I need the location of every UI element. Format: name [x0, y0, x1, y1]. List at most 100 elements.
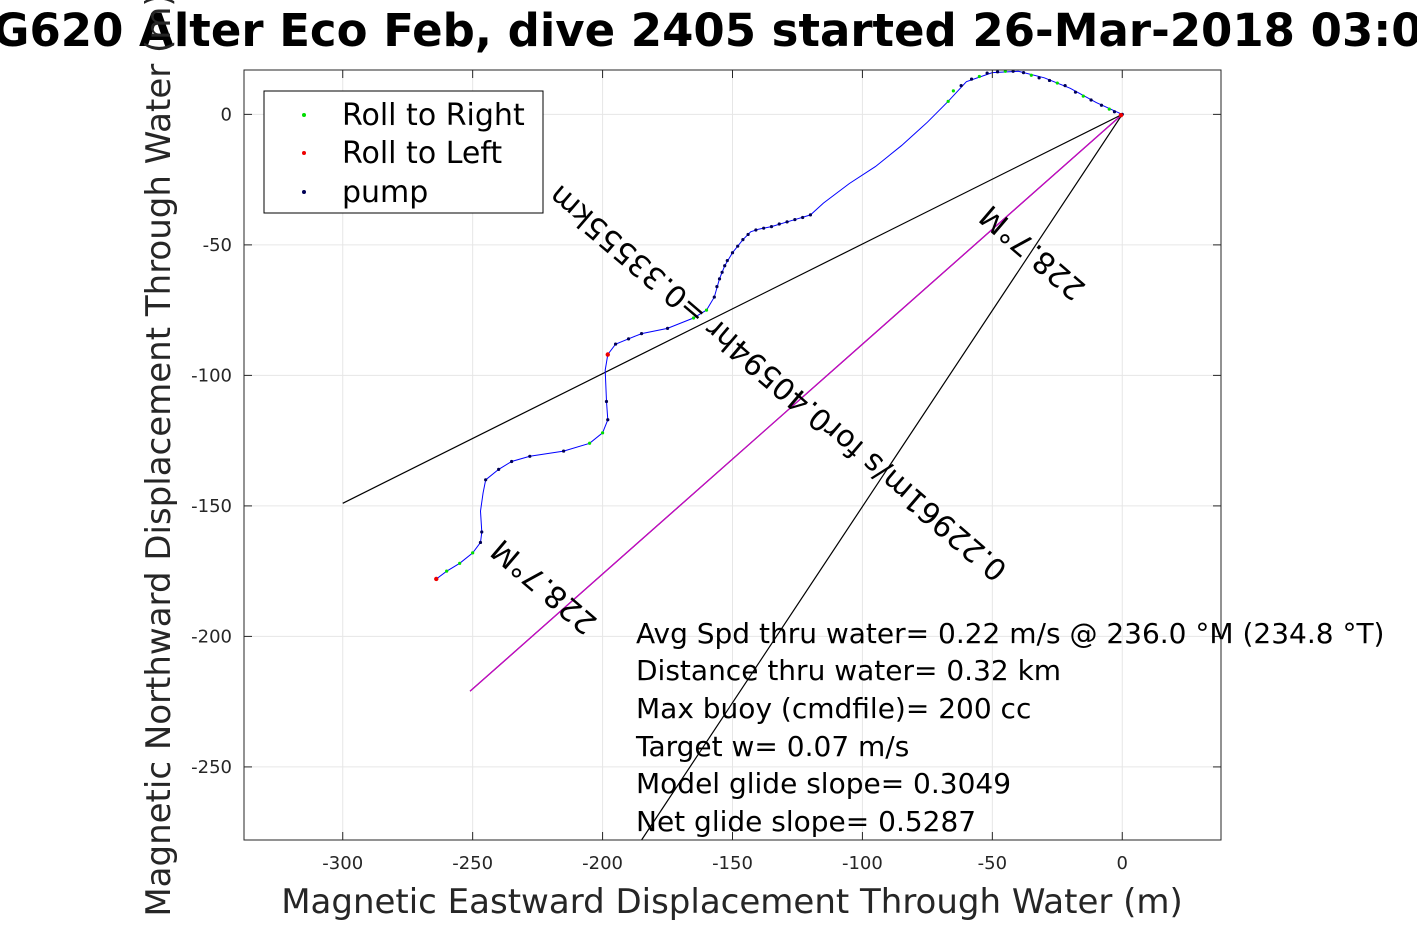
legend-label-pump: pump: [342, 175, 428, 210]
roll-right-marker: [1055, 81, 1059, 85]
pump-marker: [754, 228, 758, 232]
legend-marker-roll-left: [302, 151, 306, 155]
heading-ray-short: [342, 113, 1123, 504]
axis-ticks: -300 -250 -200 -150 -100 -50 0 0 -50 -100 -150 -200…: [191, 70, 1221, 874]
roll-right-marker: [587, 441, 592, 445]
pump-marker: [484, 478, 488, 482]
pump-marker: [769, 225, 774, 229]
pump-marker: [497, 467, 501, 471]
x-tick-label: -100: [842, 853, 883, 874]
pump-marker: [808, 213, 813, 217]
pump-marker: [959, 84, 963, 88]
roll-left-marker: [1118, 112, 1124, 118]
roll-right-marker: [977, 74, 981, 79]
roll-right-marker: [691, 316, 696, 320]
roll-left-marker: [434, 576, 439, 582]
legend-label-roll-left: Roll to Left: [342, 136, 502, 171]
heading-ray-long: [641, 114, 1123, 841]
pump-marker: [985, 71, 989, 75]
x-axis-label: Magnetic Eastward Displacement Through W…: [281, 882, 1183, 922]
pump-marker: [604, 399, 609, 404]
pump-marker: [995, 70, 1000, 74]
roll-right-marker: [1081, 94, 1085, 98]
marker-layer: [434, 69, 1124, 582]
roll-right-marker: [704, 308, 709, 312]
legend-label-roll-right: Roll to Right: [342, 98, 525, 133]
roll-right-marker: [946, 99, 950, 103]
roll-right-marker: [445, 569, 449, 573]
pump-marker: [528, 454, 532, 458]
pump-marker: [801, 215, 805, 220]
pump-marker: [1047, 78, 1052, 83]
pump-marker: [785, 220, 789, 224]
pump-marker: [1021, 71, 1026, 75]
roll-right-marker: [1029, 73, 1033, 77]
pump-marker: [613, 342, 618, 346]
pump-marker: [1112, 110, 1117, 114]
pump-marker: [1011, 69, 1015, 73]
pump-marker: [1089, 98, 1093, 102]
pump-marker: [715, 285, 719, 289]
pump-marker: [1037, 76, 1041, 80]
pump-marker: [741, 238, 745, 242]
pump-marker: [777, 222, 781, 226]
annotation-model-glide: Model glide slope= 0.3049: [636, 767, 1011, 800]
pump-marker: [736, 244, 740, 248]
y-tick-label: -150: [191, 496, 232, 517]
pump-marker: [480, 530, 484, 534]
pump-marker: [717, 277, 722, 281]
x-tick-label: -150: [712, 853, 753, 874]
pump-marker: [606, 418, 610, 422]
legend-box: [263, 90, 544, 214]
pump-marker: [793, 217, 797, 222]
annotation-target-w: Target w= 0.07 m/s: [635, 730, 909, 763]
pump-marker: [510, 459, 514, 464]
y-tick-label: -100: [191, 365, 232, 386]
chart-title: SG620 Alter Eco Feb, dive 2405 started 2…: [0, 4, 1417, 57]
roll-right-marker: [1107, 107, 1111, 111]
annotation-avg-speed: Avg Spd thru water= 0.22 m/s @ 236.0 °M …: [636, 617, 1384, 650]
pump-marker: [723, 264, 727, 268]
pump-marker: [746, 232, 750, 237]
pump-marker: [562, 449, 566, 453]
x-tick-label: -50: [978, 853, 1007, 874]
pump-marker: [762, 226, 766, 230]
legend-marker-pump: [302, 190, 306, 194]
pump-marker: [1073, 90, 1078, 94]
pump-marker: [1099, 103, 1104, 107]
roll-right-marker: [1003, 69, 1007, 73]
pump-marker: [712, 295, 716, 299]
reference-lines: [342, 113, 1123, 841]
x-tick-label: -200: [582, 853, 623, 874]
avg-velocity-line-magenta: [469, 113, 1123, 692]
pump-marker: [478, 540, 483, 545]
x-tick-label: 0: [1117, 853, 1128, 874]
y-tick-label: -200: [191, 626, 232, 647]
y-tick-label: -50: [203, 235, 232, 256]
x-tick-label: -300: [322, 853, 363, 874]
roll-right-marker: [951, 89, 955, 93]
legend-marker-roll-right: [302, 113, 306, 117]
legend: Roll to Right Roll to Left pump: [263, 90, 544, 214]
annotation-net-glide: Net glide slope= 0.5287: [636, 805, 976, 838]
pump-marker: [639, 332, 644, 336]
y-axis-label: Magnetic Northward Displacement Through …: [139, 0, 179, 917]
pump-marker: [1063, 84, 1067, 88]
roll-right-marker: [458, 561, 462, 565]
roll-left-marker: [605, 352, 610, 357]
pump-marker: [626, 337, 631, 341]
pump-marker: [720, 270, 724, 274]
annotation-max-buoy: Max buoy (cmdfile)= 200 cc: [636, 692, 1031, 725]
pump-marker: [969, 77, 974, 81]
pump-marker: [730, 251, 735, 255]
x-tick-label: -250: [452, 853, 493, 874]
stats-annotations: Avg Spd thru water= 0.22 m/s @ 236.0 °M …: [635, 617, 1384, 838]
pump-marker: [725, 258, 729, 263]
pump-marker: [665, 326, 670, 331]
y-tick-label: -250: [191, 757, 232, 778]
roll-right-marker: [471, 551, 475, 555]
y-tick-label: 0: [221, 104, 232, 125]
annotation-distance: Distance thru water= 0.32 km: [636, 654, 1061, 687]
roll-right-marker: [600, 431, 605, 435]
